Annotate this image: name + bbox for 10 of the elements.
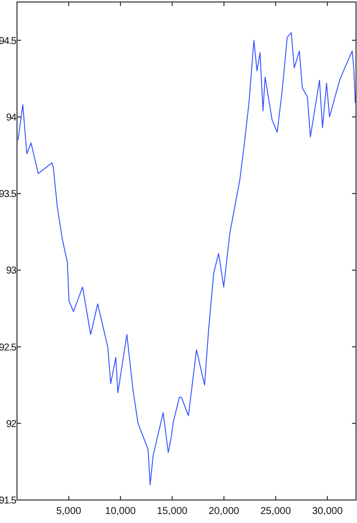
x-tick-label: 15,000 [156,506,188,517]
y-tick-label: 94 [6,112,18,124]
line-series [18,32,356,486]
y-tick-label: 92 [6,418,18,430]
x-tick-label: 10,000 [105,506,136,517]
x-tick-label: 30,000 [312,506,344,517]
x-tick-label: 20,000 [208,506,240,517]
y-tick-label: 93 [6,266,18,277]
x-tick-label: 5,000 [56,506,82,517]
x-tick-label: 25,000 [260,506,292,517]
